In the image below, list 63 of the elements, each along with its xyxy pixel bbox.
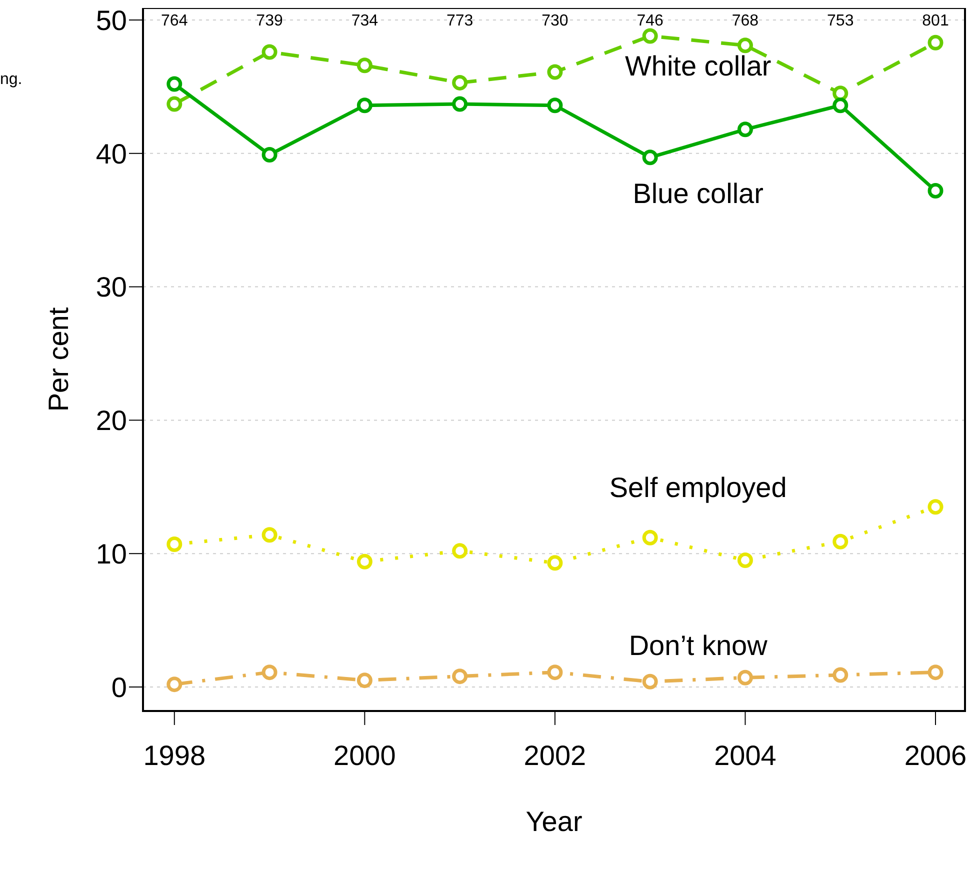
point xyxy=(928,499,944,515)
point xyxy=(832,98,848,114)
point xyxy=(356,554,372,570)
point xyxy=(737,38,753,54)
x-tick-label: 2002 xyxy=(524,740,586,771)
point xyxy=(262,664,278,680)
point xyxy=(547,98,563,114)
point xyxy=(642,674,658,690)
x-tick-label: 2000 xyxy=(334,740,396,771)
annotation: 730 xyxy=(542,12,568,30)
annotation: 734 xyxy=(351,12,378,30)
y-tick-label: 0 xyxy=(111,672,127,703)
point xyxy=(737,552,753,568)
point xyxy=(642,530,658,546)
y-tick-label: 30 xyxy=(96,272,127,303)
annotation: 768 xyxy=(732,12,759,30)
annotation: 764 xyxy=(161,12,188,30)
series-label: White collar xyxy=(624,50,772,82)
x-tick-label: 2006 xyxy=(904,740,967,771)
annotation: 739 xyxy=(256,12,283,30)
point xyxy=(642,150,658,166)
annotation: 746 xyxy=(636,12,664,30)
point xyxy=(547,664,563,680)
y-tick-label: 40 xyxy=(96,138,127,170)
point xyxy=(356,58,372,74)
point xyxy=(166,536,182,552)
point xyxy=(262,527,278,543)
annotation: 773 xyxy=(446,12,474,30)
point xyxy=(356,672,372,688)
point xyxy=(928,34,944,50)
series-label: Self employed xyxy=(609,472,787,503)
point xyxy=(262,146,278,162)
point xyxy=(452,96,468,112)
point xyxy=(452,74,468,90)
y-axis-title: Per cent xyxy=(42,307,74,412)
point xyxy=(832,667,848,683)
y-tick-label: 10 xyxy=(96,538,127,570)
point xyxy=(737,122,753,138)
point xyxy=(356,98,372,114)
point xyxy=(166,676,182,692)
point xyxy=(452,543,468,559)
point xyxy=(547,64,563,80)
x-tick-label: 2004 xyxy=(714,740,776,771)
point xyxy=(928,183,944,199)
x-axis-title: Year xyxy=(526,806,582,837)
x-tick-label: 1998 xyxy=(143,740,206,771)
point xyxy=(928,664,944,680)
point xyxy=(547,555,563,571)
point xyxy=(737,670,753,686)
annotation: 801 xyxy=(922,12,949,30)
point xyxy=(642,28,658,44)
point xyxy=(452,668,468,684)
point xyxy=(832,534,848,550)
series-label: Blue collar xyxy=(632,178,764,209)
y-tick-label: 50 xyxy=(96,4,127,36)
point xyxy=(832,86,848,102)
annotation: 753 xyxy=(827,12,854,30)
point xyxy=(262,44,278,60)
point xyxy=(166,96,182,112)
y-tick-label: 20 xyxy=(96,405,127,436)
point xyxy=(166,76,182,92)
text: ng. xyxy=(0,71,22,89)
series-label: Don’t know xyxy=(628,630,768,662)
